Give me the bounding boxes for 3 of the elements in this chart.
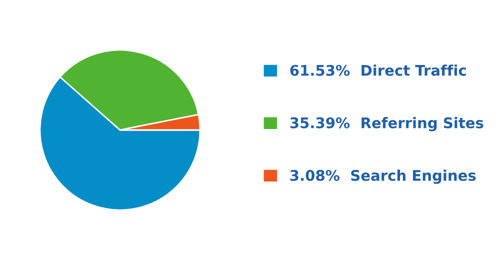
legend-label: 3.08% Search Engines (290, 170, 476, 184)
legend-label: 35.39% Referring Sites (290, 117, 484, 132)
legend-label: 61.53% Direct Traffic (290, 64, 466, 76)
